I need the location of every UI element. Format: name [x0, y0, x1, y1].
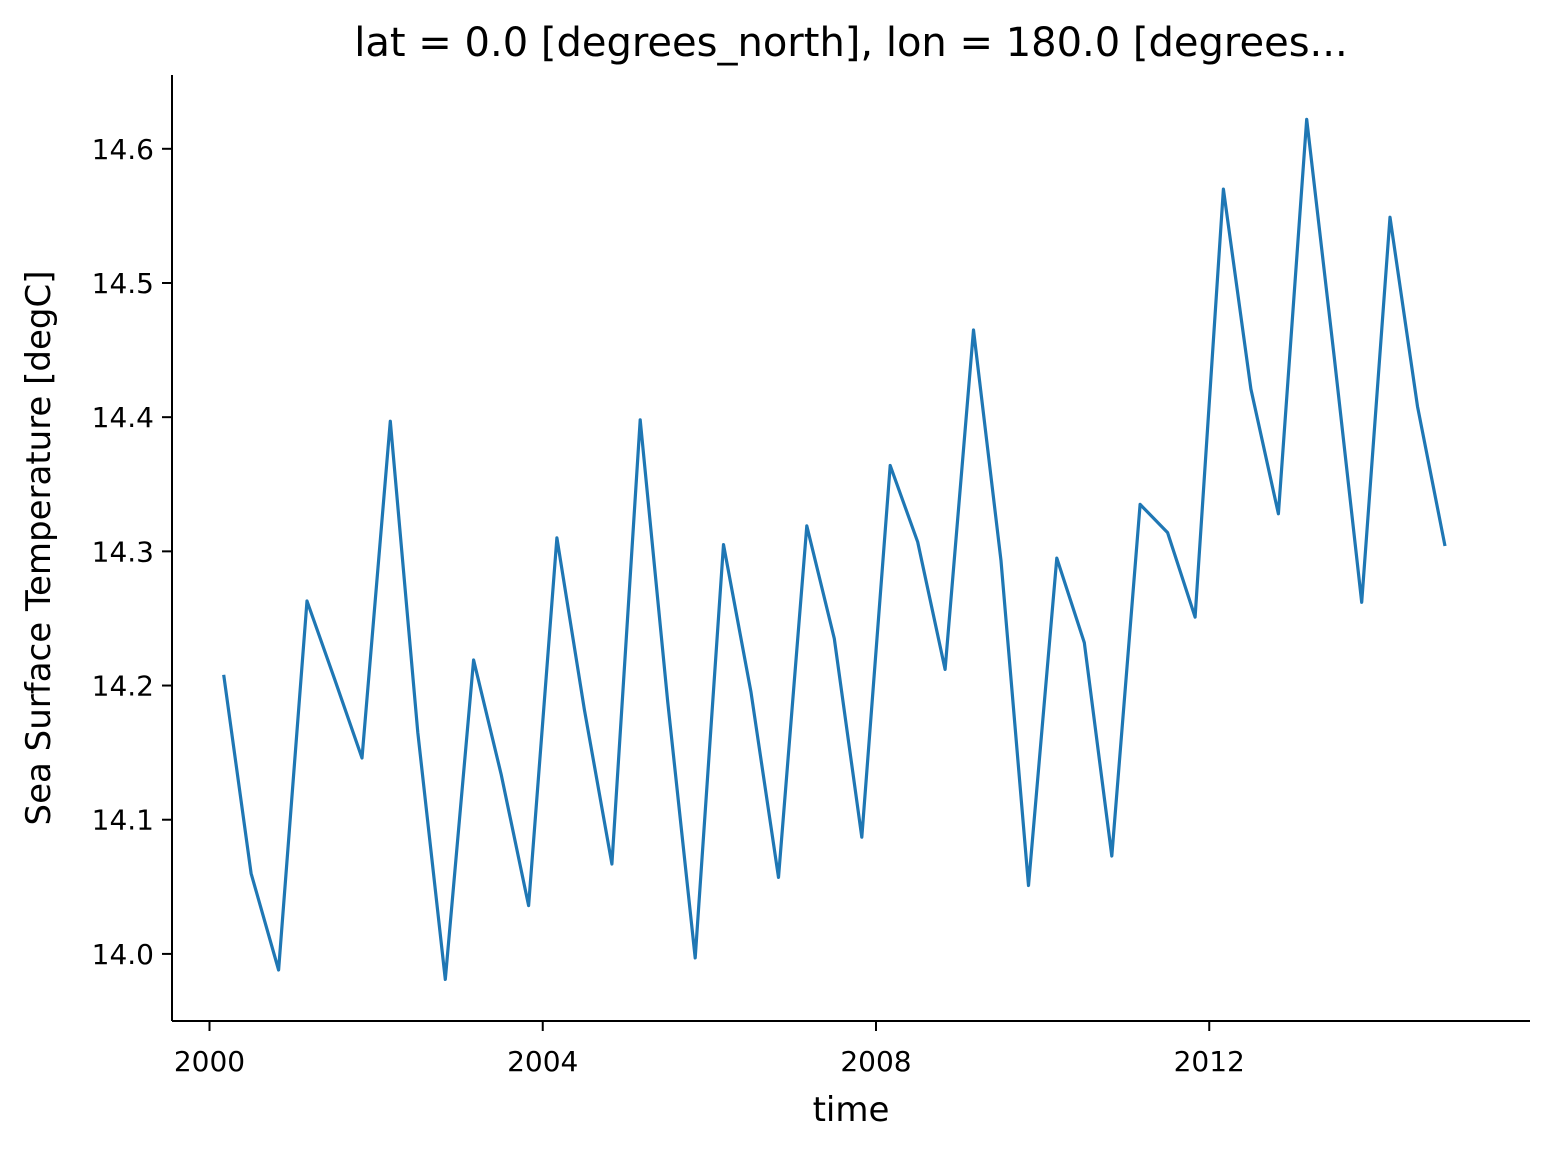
x-axis-label: time: [813, 1090, 890, 1130]
plot-area: 14.014.114.214.314.414.514.6 2000 2004 200…: [92, 75, 1530, 1078]
y-tick-label: 14.6: [92, 133, 154, 166]
chart-title: lat = 0.0 [degrees_north], lon = 180.0 […: [354, 20, 1347, 66]
y-tick-label: 14.5: [92, 267, 154, 300]
y-tick-label: 14.4: [92, 401, 154, 434]
series-line-0: [222, 117, 1447, 982]
x-axis-ticks: 2000 2004 2008 2012: [174, 1021, 1245, 1078]
y-tick-label: 14.3: [92, 535, 154, 568]
y-axis-label: Sea Surface Temperature [degC]: [19, 270, 59, 825]
y-axis-ticks: 14.0 14.1 14.2 14.3 14.4 14.5 14.6: [92, 133, 172, 971]
series-layer: [222, 117, 1447, 982]
x-tick-label: 2012: [1174, 1045, 1245, 1078]
x-tick-label: 2008: [840, 1045, 911, 1078]
y-tick-label: 14.1: [92, 804, 154, 837]
y-tick-label: 14.0: [92, 938, 154, 971]
x-tick-label: 2000: [174, 1045, 245, 1078]
y-tick-label: 14.2: [92, 670, 154, 703]
x-tick-label: 2004: [507, 1045, 578, 1078]
